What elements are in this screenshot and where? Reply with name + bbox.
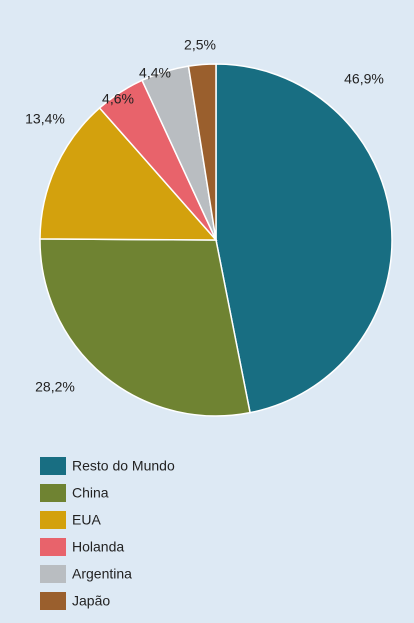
- data-label: 4,6%: [102, 91, 134, 107]
- data-label: 28,2%: [35, 379, 75, 395]
- legend-label: Argentina: [72, 566, 132, 582]
- data-label: 46,9%: [344, 71, 384, 87]
- legend-label: EUA: [72, 512, 101, 528]
- legend-swatch: [40, 484, 66, 502]
- legend-swatch: [40, 511, 66, 529]
- pie-slice: [215, 63, 393, 414]
- legend-label: China: [72, 485, 109, 501]
- legend-label: Japão: [72, 593, 110, 609]
- data-label: 4,4%: [139, 65, 171, 81]
- pie-slice: [39, 238, 251, 417]
- legend-label: Resto do Mundo: [72, 458, 175, 474]
- legend-swatch: [40, 538, 66, 556]
- legend-swatch: [40, 565, 66, 583]
- data-label: 13,4%: [25, 111, 65, 127]
- legend-swatch: [40, 592, 66, 610]
- legend-label: Holanda: [72, 539, 124, 555]
- legend-swatch: [40, 457, 66, 475]
- data-label: 2,5%: [184, 37, 216, 53]
- pie-slice: [187, 63, 217, 241]
- pie-slice: [39, 106, 218, 241]
